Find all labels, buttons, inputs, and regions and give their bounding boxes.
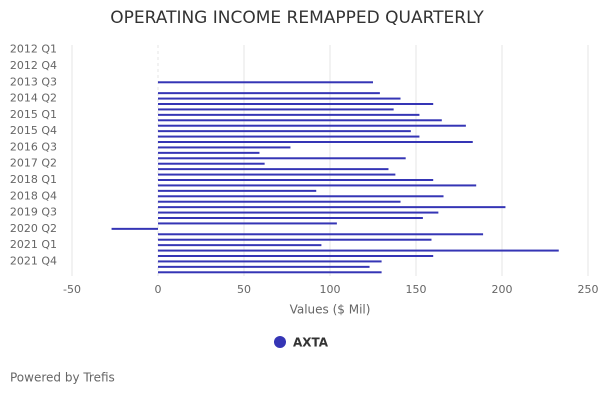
y-tick-label: 2018 Q1 [10, 173, 57, 186]
x-tick-label: 150 [406, 283, 427, 296]
chart-title: OPERATING INCOME REMAPPED QUARTERLY [110, 8, 484, 28]
bar [158, 113, 420, 116]
bar [158, 168, 389, 171]
bar [158, 184, 477, 187]
footer: Powered by Trefis [10, 371, 115, 385]
y-tick-label: 2018 Q4 [10, 189, 57, 202]
y-tick-label: 2012 Q4 [10, 59, 57, 72]
y-tick-label: 2019 Q3 [10, 206, 57, 219]
bar [158, 135, 420, 138]
legend-label: AXTA [293, 336, 329, 350]
y-tick-label: 2017 Q2 [10, 157, 57, 170]
y-tick-label: 2016 Q3 [10, 140, 57, 153]
legend-marker [274, 336, 286, 348]
x-axis-label: Values ($ Mil) [290, 303, 371, 317]
y-tick-label: 2015 Q1 [10, 108, 57, 121]
bar [158, 157, 406, 160]
bar [158, 200, 401, 203]
bar [158, 97, 401, 100]
bar [158, 92, 380, 95]
x-tick-label: -50 [63, 283, 81, 296]
bar [158, 151, 260, 154]
y-tick-label: 2015 Q4 [10, 124, 57, 137]
y-tick-label: 2020 Q2 [10, 222, 57, 235]
x-tick-label: 0 [155, 283, 162, 296]
y-tick-label: 2021 Q1 [10, 238, 57, 251]
bar [158, 119, 442, 122]
bar [158, 249, 559, 252]
bar [158, 206, 506, 209]
bar [158, 124, 466, 127]
x-tick-label: 100 [320, 283, 341, 296]
bar [158, 195, 444, 198]
bar [158, 222, 337, 225]
y-tick-label: 2014 Q2 [10, 92, 57, 105]
bar [158, 271, 382, 274]
y-tick-label: 2013 Q3 [10, 75, 57, 88]
x-tick-label: 50 [237, 283, 251, 296]
bar [158, 255, 434, 257]
bar [158, 265, 370, 268]
bar [158, 233, 484, 236]
x-tick-label: 250 [578, 283, 599, 296]
bar [158, 260, 382, 263]
y-tick-label: 2021 Q4 [10, 254, 57, 267]
bar [158, 108, 394, 111]
bar [158, 211, 439, 214]
bar [158, 81, 373, 84]
bar [158, 238, 432, 241]
bar [158, 146, 291, 149]
bar [158, 244, 322, 247]
bar [158, 103, 434, 105]
bar [111, 227, 158, 230]
bar [158, 141, 473, 143]
bar [158, 173, 396, 176]
bar [158, 162, 265, 165]
y-tick-label: 2012 Q1 [10, 43, 57, 56]
bar [158, 179, 434, 181]
bar [158, 189, 317, 192]
x-tick-label: 200 [492, 283, 513, 296]
bar [158, 217, 423, 219]
bar [158, 130, 411, 133]
